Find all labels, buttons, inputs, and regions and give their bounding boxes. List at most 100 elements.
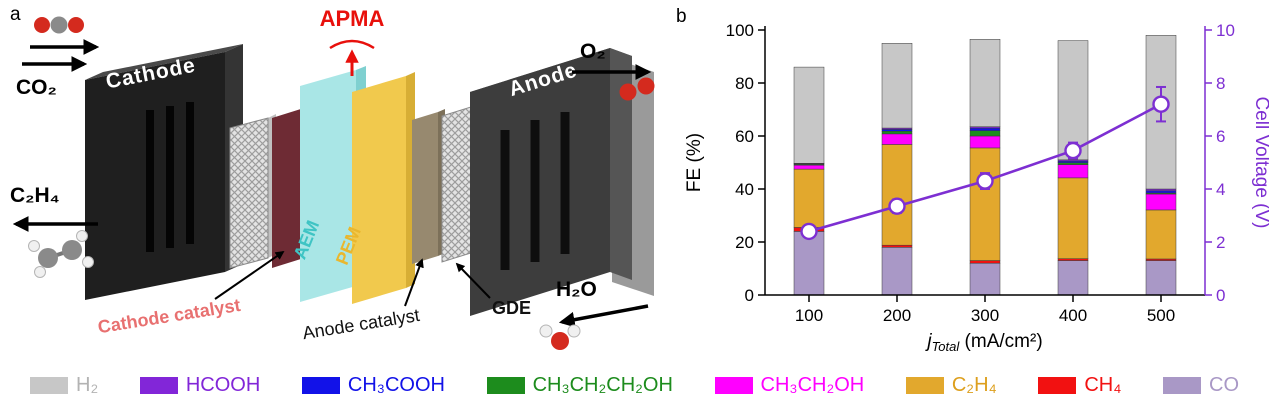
cathode-plate: Cathode [85,44,243,300]
bar-segment [1057,40,1089,161]
bar-segment [969,135,1001,149]
y2-axis-title: Cell Voltage (V) [1251,96,1269,228]
voltage-marker [800,222,818,241]
bar-segment [1145,260,1177,296]
gde-label: GDE [492,298,531,318]
y2-tick-label: 4 [1216,180,1225,199]
gde-arrow-icon [455,262,491,299]
y2-tick-label: 6 [1216,127,1225,146]
legend-swatch [30,376,68,394]
bar-segment [881,133,913,145]
cathode-flow-channels [146,102,194,252]
legend-item-2: CH₃COOH [301,374,445,396]
legend-swatch [1163,376,1201,394]
o2-label: O₂ [580,40,606,63]
y2-tick-label: 8 [1216,74,1225,93]
voltage-marker [1064,141,1082,160]
x-tick-label: 400 [1059,306,1087,325]
panel-a-label: a [10,4,21,25]
legend-label: HCOOH [185,374,261,396]
voltage-marker [1152,95,1170,113]
bar-segment [881,244,913,248]
legend-swatch [139,376,178,394]
anode-flow-channels [500,112,570,270]
legend-label: CH₃COOH [347,374,445,396]
bar-segment [969,127,1001,131]
apma-brace-icon [329,39,375,50]
water-molecule-icon [539,324,581,350]
bar-segment [1145,193,1177,211]
bar-segment [881,130,913,135]
legend-item-5: C₂H₄ [905,374,997,396]
bar-segment [793,66,825,164]
legend-item-4: CH₃CH₂OH [714,374,865,396]
x-tick-label: 200 [883,306,911,325]
bar-segment [969,262,1001,296]
bar-segment [1145,209,1177,260]
ethylene-molecule-icon [28,230,94,278]
legend-swatch [714,376,753,394]
legend-item-6: CH₄ [1038,375,1121,395]
y-tick-label: 100 [726,21,754,40]
cathode-catalyst-arrow-icon [214,250,285,300]
bar-segment [881,43,913,129]
cathode-catalyst-label: Cathode catalyst [96,295,241,337]
y2-tick-label: 2 [1216,233,1225,252]
anode-catalyst-label: Anode catalyst [301,305,421,343]
legend-label: CH₃CH₂OH [760,374,865,396]
y-tick-label: 60 [735,127,754,146]
o2-molecule-icon [619,77,655,101]
legend-item-3: CH₃CH₂CH₂OH [486,374,673,396]
bar-segment [1057,164,1089,179]
legend: H₂ HCOOH CH₃COOH CH₃CH₂CH₂OH CH₃CH₂OH C₂H₄ CH₄… [0,365,1269,405]
x-tick-label: 300 [971,306,999,325]
panel-b-label: b [676,6,687,27]
y-tick-label: 40 [735,180,754,199]
legend-label: CH₄ [1084,374,1122,396]
co2-label: CO₂ [16,76,57,99]
legend-label: C₂H₄ [951,374,997,396]
bar-segment [1057,258,1089,261]
y-tick-label: 20 [735,233,754,252]
bar-segment [793,231,825,296]
bar-segment [969,130,1001,137]
apma-label: APMA [320,6,385,31]
pem-plate [352,72,415,304]
c2h4-label: C₂H₄ [10,184,60,207]
bar-segment [1145,190,1177,194]
y2-tick-label: 0 [1216,286,1225,305]
bar-segment [969,147,1001,261]
bar-segment [793,168,825,228]
bar-segment [793,164,825,170]
bar-segment [881,247,913,296]
bar-segment [1057,260,1089,296]
bar-segment [881,144,913,246]
h2o-inlet-arrow-icon [558,304,649,328]
legend-item-7: CO [1163,375,1239,395]
y-tick-label: 80 [735,74,754,93]
anode-plate: Anode [470,48,632,316]
legend-swatch [905,376,944,394]
bar-segment [969,260,1001,264]
anode-catalyst-arrow-icon [404,258,424,307]
legend-label: CH₃CH₂CH₂OH [532,374,673,396]
bar-segment [969,39,1001,127]
y-tick-label: 0 [745,286,754,305]
voltage-marker [888,197,906,215]
x-tick-label: 500 [1147,306,1175,325]
legend-item-0: H₂ [30,375,98,395]
bar-segment [1057,162,1089,165]
legend-swatch [301,376,340,394]
legend-swatch [486,376,525,394]
legend-item-1: HCOOH [139,374,261,396]
panel-b-chart: b 0 20 40 60 80 100 0 2 4 6 8 10 100 200 300 400 500 FE (… [676,6,1269,354]
bar-segment [1057,177,1089,259]
y-axis-title: FE (%) [684,133,705,192]
cathode-gde-mesh [229,114,276,269]
x-axis-title: jTotal (mA/cm²) [924,331,1042,354]
y2-tick-label: 10 [1216,21,1235,40]
legend-label: H₂ [76,374,99,396]
anode-catalyst-plate [412,109,445,264]
h2o-label: H₂O [556,278,597,301]
